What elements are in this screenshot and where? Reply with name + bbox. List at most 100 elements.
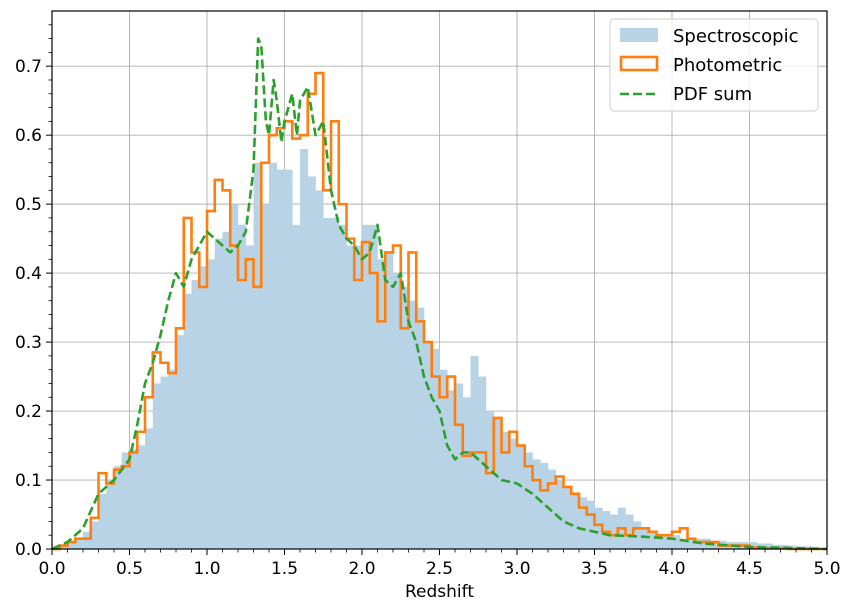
spectroscopic-bar-37	[338, 224, 347, 550]
legend-swatch-photometric	[619, 55, 659, 72]
spectroscopic-bar-13	[152, 383, 161, 549]
spectroscopic-bar-23	[230, 204, 239, 549]
spectroscopic-bar-90	[749, 542, 758, 549]
spectroscopic-bar-59	[509, 438, 518, 549]
spectroscopic-bar-27	[261, 204, 270, 549]
legend: Spectroscopic Photometric PDF sum	[609, 18, 819, 112]
spectroscopic-bar-69	[586, 500, 595, 549]
spectroscopic-bar-14	[160, 376, 169, 549]
spectroscopic-bar-41	[369, 224, 378, 550]
spectroscopic-bar-16	[176, 335, 185, 549]
pdf-sum-path	[51, 37, 828, 551]
y-tick-label-0: 0.0	[15, 540, 42, 560]
spectroscopic-bar-18	[191, 280, 200, 549]
spectroscopic-bar-15	[168, 369, 177, 549]
x-axis-label: Redshift	[405, 582, 474, 602]
spectroscopic-bar-74	[625, 514, 634, 549]
spectroscopic-bar-76	[641, 528, 650, 549]
spectroscopic-bar-40	[362, 224, 371, 550]
spectroscopic-bar-29	[276, 169, 285, 549]
legend-label-pdf-sum: PDF sum	[673, 84, 752, 105]
spectroscopic-bar-68	[579, 497, 588, 549]
spectroscopic-bar-64	[548, 469, 557, 549]
x-axis-ticks: 0.0 0.5 1.0 1.5 2.0 2.5 3.0 3.5 4.0 4.5 5.0	[38, 549, 841, 579]
spectroscopic-bar-20	[207, 259, 216, 549]
spectroscopic-bar-32	[300, 148, 309, 549]
spectroscopic-bar-63	[540, 462, 549, 549]
spectroscopic-bar-46	[408, 300, 417, 549]
spectroscopic-bar-2	[67, 540, 76, 549]
legend-label-spectroscopic: Spectroscopic	[673, 26, 799, 47]
spectroscopic-bar-36	[331, 217, 340, 549]
spectroscopic-bars	[52, 148, 828, 550]
spectroscopic-bar-17	[183, 293, 192, 549]
spectroscopic-bar-65	[555, 480, 564, 549]
spectroscopic-bar-57	[493, 417, 502, 549]
spectroscopic-bar-85	[710, 540, 719, 549]
spectroscopic-bar-31	[292, 224, 301, 550]
spectroscopic-bar-71	[602, 511, 611, 549]
x-tick-label-6: 3.0	[503, 559, 530, 579]
legend-box	[609, 18, 819, 112]
photometric-step-path	[52, 71, 827, 551]
spectroscopic-bar-39	[354, 245, 363, 549]
spectroscopic-bar-12	[145, 428, 154, 549]
spectroscopic-bar-19	[199, 266, 208, 549]
spectroscopic-bar-28	[269, 162, 278, 549]
spectroscopic-bar-34	[315, 190, 324, 550]
legend-label-photometric: Photometric	[673, 55, 782, 76]
spectroscopic-bar-47	[416, 307, 425, 549]
x-tick-label-10: 5.0	[813, 559, 840, 579]
spectroscopic-bar-51	[447, 390, 456, 549]
spectroscopic-bar-22	[222, 231, 231, 549]
y-tick-label-1: 0.1	[15, 471, 42, 491]
x-tick-label-5: 2.5	[426, 559, 453, 579]
x-tick-label-3: 1.5	[271, 559, 298, 579]
spectroscopic-bar-62	[532, 459, 541, 549]
spectroscopic-bar-92	[765, 543, 774, 549]
x-tick-label-8: 4.0	[658, 559, 685, 579]
spectroscopic-bar-75	[633, 521, 642, 549]
photometric-step-line	[52, 71, 827, 551]
spectroscopic-bar-78	[656, 535, 665, 549]
spectroscopic-bar-58	[501, 431, 510, 549]
spectroscopic-bar-43	[385, 252, 394, 549]
spectroscopic-bar-5	[90, 521, 99, 549]
y-tick-label-5: 0.5	[15, 195, 42, 215]
spectroscopic-bar-60	[517, 445, 526, 549]
y-tick-label-4: 0.4	[15, 264, 42, 284]
spectroscopic-bar-21	[214, 238, 223, 549]
spectroscopic-bar-72	[610, 514, 619, 549]
spectroscopic-bar-3	[75, 538, 84, 549]
spectroscopic-bar-42	[377, 259, 386, 549]
legend-swatch-spectroscopic	[620, 28, 658, 42]
spectroscopic-bar-77	[648, 531, 657, 549]
spectroscopic-bar-30	[284, 169, 293, 549]
y-axis-ticks: 0.0 0.1 0.2 0.3 0.4 0.5 0.6 0.7	[15, 24, 52, 560]
spectroscopic-bar-61	[524, 452, 533, 549]
spectroscopic-bar-70	[594, 507, 603, 549]
spectroscopic-bar-45	[400, 286, 409, 549]
spectroscopic-bar-49	[431, 348, 440, 549]
spectroscopic-bar-26	[253, 162, 262, 549]
spectroscopic-bar-4	[83, 531, 92, 549]
spectroscopic-bar-10	[129, 448, 138, 549]
y-tick-label-3: 0.3	[15, 333, 42, 353]
spectroscopic-bar-25	[245, 245, 254, 549]
spectroscopic-bar-1	[59, 545, 68, 549]
spectroscopic-bar-11	[137, 445, 146, 549]
spectroscopic-bar-97	[803, 546, 812, 549]
x-tick-label-4: 2.0	[348, 559, 375, 579]
spectroscopic-bar-48	[424, 342, 433, 549]
spectroscopic-bar-50	[439, 369, 448, 549]
spectroscopic-bar-35	[323, 217, 332, 549]
x-tick-label-2: 1.0	[193, 559, 220, 579]
spectroscopic-bar-7	[106, 480, 115, 549]
spectroscopic-bar-79	[664, 535, 673, 549]
y-tick-label-6: 0.6	[15, 126, 42, 146]
spectroscopic-bar-67	[571, 493, 580, 549]
y-tick-label-2: 0.2	[15, 402, 42, 422]
y-tick-label-7: 0.7	[15, 57, 42, 77]
spectroscopic-bar-53	[462, 397, 471, 549]
